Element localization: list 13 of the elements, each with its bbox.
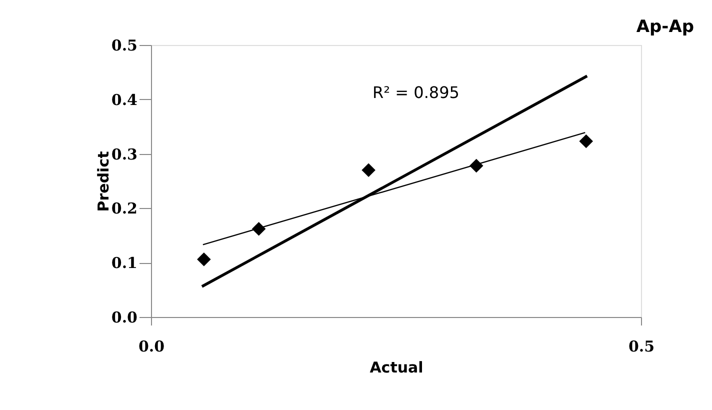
y-tick-label: 0.4 xyxy=(111,90,138,109)
point xyxy=(197,252,211,266)
y-tick-label: 0.1 xyxy=(111,254,138,272)
y-axis-title: Predict xyxy=(94,151,112,212)
x-axis-title: Actual xyxy=(370,358,424,376)
y-tick-label: 0.2 xyxy=(111,200,138,218)
point xyxy=(579,134,594,148)
chart-title: Ap-Ap xyxy=(636,17,694,37)
annotation: R² = 0.895 xyxy=(372,83,460,102)
y-tick-label: 0.3 xyxy=(111,145,138,164)
point xyxy=(362,163,376,178)
y-tick-label: 0.5 xyxy=(111,36,138,54)
y-tick-label: 0.0 xyxy=(111,308,138,326)
